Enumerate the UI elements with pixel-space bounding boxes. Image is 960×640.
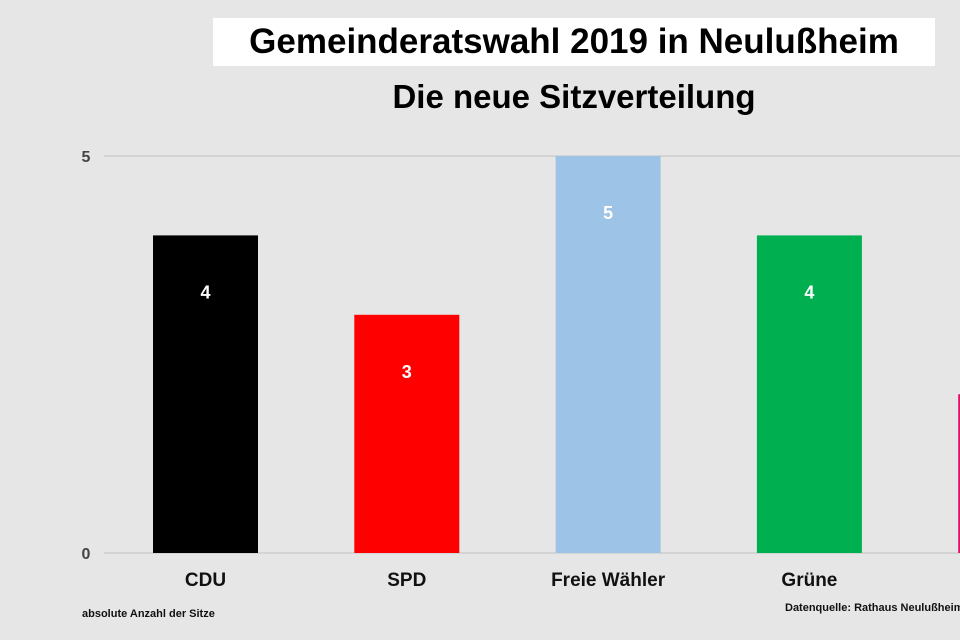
data-label: 4 [804,282,814,302]
x-tick-label: CDU [185,570,226,591]
x-tick-label: SPD [387,570,426,591]
data-label: 5 [603,203,613,223]
chart-title: Gemeinderatswahl 2019 in Neulußheim [213,18,935,66]
bar [756,235,862,553]
x-tick-label: Freie Wähler [551,570,666,591]
y-axis-note: absolute Anzahl der Sitze [82,608,215,620]
data-label: 4 [200,282,210,302]
x-tick-label: Grüne [781,570,837,591]
y-tick-label: 5 [82,149,91,166]
bar [153,235,258,553]
source-note: Datenquelle: Rathaus Neulußheim [785,602,960,614]
chart-subtitle: Die neue Sitzverteilung [392,78,756,115]
y-tick-label: 0 [82,546,91,563]
bar [354,314,460,553]
data-label: 3 [402,362,412,382]
bar [555,156,661,553]
bar [958,394,960,553]
